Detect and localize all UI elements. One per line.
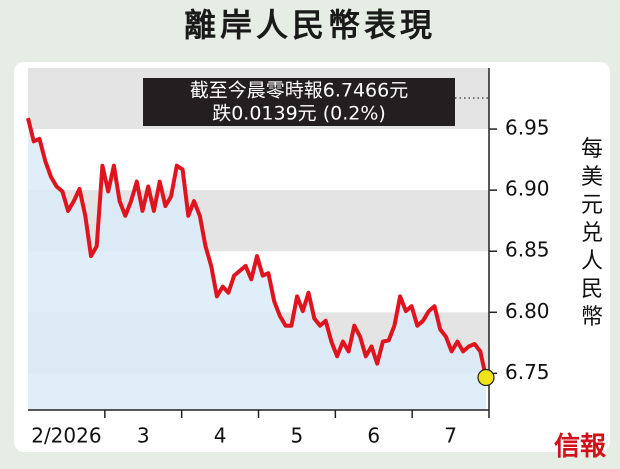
annotation-box — [143, 78, 455, 126]
y-tick-label: 6.95 — [505, 116, 550, 140]
y-tick-label: 6.75 — [505, 360, 550, 384]
y-axis-label: 人 — [581, 249, 603, 274]
y-tick-label: 6.85 — [505, 238, 550, 262]
y-axis-label: 幣 — [581, 305, 603, 330]
y-axis-label: 民 — [581, 277, 603, 302]
chart-title: 離岸人民幣表現 — [184, 6, 436, 44]
x-tick-label: 6 — [367, 424, 380, 448]
x-tick-label: 5 — [291, 424, 304, 448]
y-axis-label: 每 — [581, 137, 603, 162]
y-axis-label: 兑 — [581, 221, 603, 246]
x-tick-label: 7 — [444, 424, 457, 448]
y-tick-label: 6.90 — [505, 177, 550, 201]
y-tick-label: 6.80 — [505, 299, 550, 323]
source-logo: 信報 — [554, 432, 607, 462]
annotation: 跌0.0139元 (0.2%) — [212, 103, 386, 125]
x-tick-label: 4 — [214, 424, 227, 448]
y-axis-label: 美 — [581, 165, 603, 190]
line — [26, 117, 488, 378]
last-point — [477, 368, 495, 387]
annotation: 截至今晨零時報6.7466元 — [190, 80, 408, 102]
plot: 6.75 6.80 6.85 6.90 6.95 2/2026 3 4 5 6 7 截至今晨零時報6.… — [26, 68, 603, 448]
y-axis-label: 元 — [581, 193, 603, 218]
x-tick-label: 2/2026 — [31, 424, 101, 448]
x-tick-label: 3 — [137, 424, 150, 448]
